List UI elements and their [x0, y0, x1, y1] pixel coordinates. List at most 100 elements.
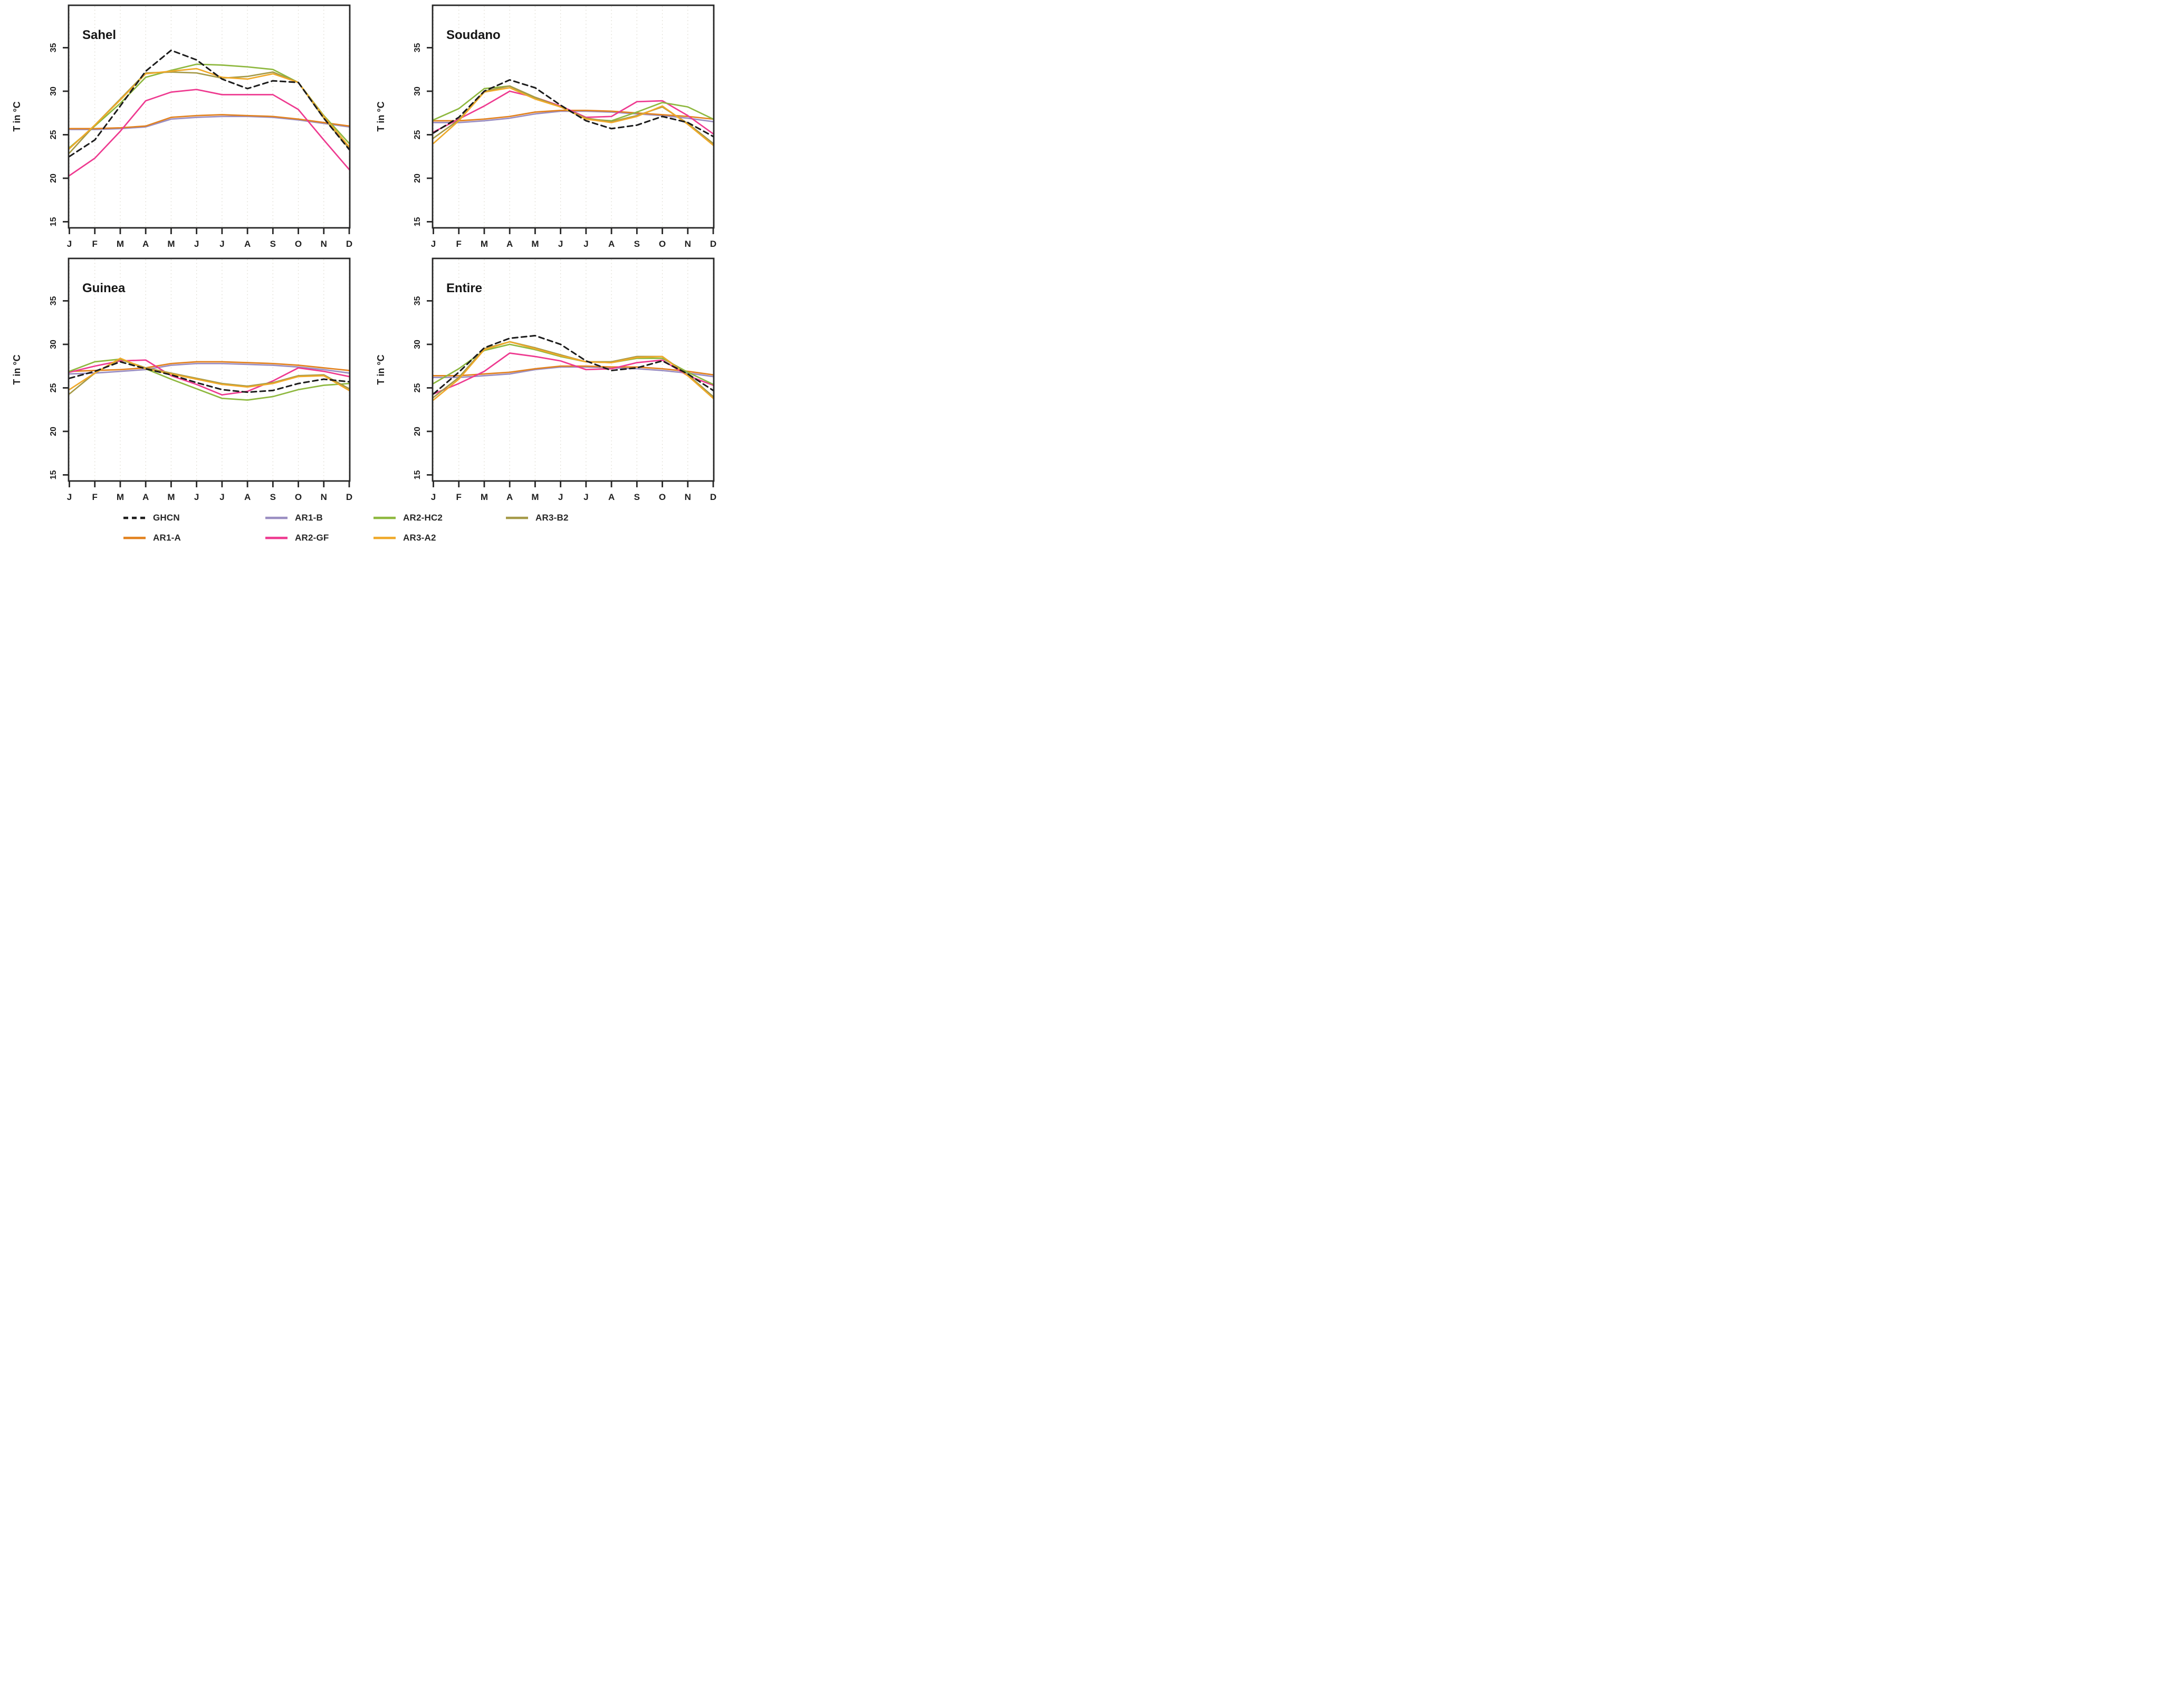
ar3a2-line-swatch	[373, 536, 396, 540]
y-tick-label: 35	[413, 296, 422, 305]
series-line-AR1-A	[433, 365, 714, 377]
month-label: M	[481, 492, 488, 502]
legend-label: AR3-B2	[535, 513, 569, 523]
series-line-AR2-GF	[69, 359, 350, 396]
month-label: A	[244, 492, 251, 502]
series-line-AR1-B	[433, 366, 714, 379]
panel-entire: 15 20 25 30 35 J F M A M J J A S O N D T in °C Entire	[364, 253, 728, 506]
month-label: S	[634, 492, 640, 502]
month-label: D	[710, 492, 716, 502]
month-label: A	[244, 239, 251, 249]
month-label: N	[321, 492, 327, 502]
panel-title: Guinea	[82, 281, 126, 295]
month-label: M	[167, 492, 175, 502]
y-tick-label: 15	[49, 217, 58, 226]
series-line-AR3-A2	[69, 68, 350, 150]
ar2hc2-line-swatch	[373, 516, 396, 519]
legend: GHCN AR1-B AR2-HC2 AR3-B2 AR1-A AR2-GF A…	[0, 513, 728, 560]
y-tick-label: 15	[49, 470, 58, 479]
temperature-climatology-figure: 15 20 25 30 35 J F M A M J J A S O N D T in °C Sahel 15 20 2…	[0, 0, 728, 565]
month-label: J	[558, 492, 563, 502]
legend-item-ar1a: AR1-A	[123, 533, 181, 543]
month-label: J	[583, 239, 588, 249]
legend-item-ar3a2: AR3-A2	[373, 533, 436, 543]
series-line-AR2-GF	[69, 89, 350, 177]
panel-guinea: 15 20 25 30 35 J F M A M J J A S O N D T in °C Guinea	[0, 253, 364, 506]
month-label: D	[346, 492, 352, 502]
legend-item-ar3b2: AR3-B2	[505, 513, 569, 523]
y-tick-label: 30	[49, 86, 58, 96]
legend-label: AR1-A	[153, 533, 181, 543]
panel-grid: 15 20 25 30 35 J F M A M J J A S O N D T in °C Sahel 15 20 2…	[0, 0, 728, 506]
month-label: J	[431, 492, 436, 502]
ghcn-line-swatch	[123, 516, 146, 519]
y-axis-label: T in °C	[376, 101, 386, 131]
month-label: N	[685, 492, 691, 502]
month-label: F	[92, 492, 98, 502]
plot-box	[432, 257, 715, 482]
y-tick-label: 20	[49, 427, 58, 436]
month-label: O	[295, 492, 302, 502]
plot-box	[432, 4, 715, 229]
month-label: J	[583, 492, 588, 502]
month-label: O	[659, 492, 666, 502]
month-label: A	[608, 492, 615, 502]
month-label: M	[167, 239, 175, 249]
month-label: A	[506, 239, 513, 249]
soudano-chart: 15 20 25 30 35 J F M A M J J A S O N D T in °C Soudano	[376, 4, 716, 249]
ar3b2-line-swatch	[506, 516, 528, 519]
plot-box	[68, 4, 351, 229]
month-label: N	[685, 239, 691, 249]
month-label: J	[219, 492, 224, 502]
y-tick-label: 15	[413, 217, 422, 226]
plot-box	[68, 257, 351, 482]
month-label: A	[142, 492, 149, 502]
month-label: S	[270, 239, 276, 249]
legend-label: AR3-A2	[403, 533, 436, 543]
ar1a-line-swatch	[123, 536, 146, 540]
month-label: A	[142, 239, 149, 249]
y-tick-label: 30	[413, 86, 422, 96]
month-label: D	[710, 239, 716, 249]
month-label: M	[117, 492, 124, 502]
y-tick-label: 35	[413, 43, 422, 52]
month-label: A	[608, 239, 615, 249]
y-axis-label: T in °C	[12, 354, 22, 384]
month-label: J	[558, 239, 563, 249]
y-tick-label: 15	[413, 470, 422, 479]
series-line-AR1-B	[69, 116, 350, 130]
panel-sahel: 15 20 25 30 35 J F M A M J J A S O N D T in °C Sahel	[0, 0, 364, 253]
legend-label: AR2-HC2	[403, 513, 443, 523]
y-tick-label: 35	[49, 296, 58, 305]
y-tick-label: 25	[413, 130, 422, 139]
series-line-AR2-HC2	[69, 358, 350, 401]
month-label: J	[194, 492, 199, 502]
month-label: J	[67, 492, 72, 502]
month-label: M	[531, 239, 539, 249]
series-line-AR1-A	[433, 109, 714, 122]
month-label: J	[219, 239, 224, 249]
month-label: N	[321, 239, 327, 249]
legend-label: AR1-B	[295, 513, 323, 523]
month-label: O	[659, 239, 666, 249]
month-label: M	[531, 492, 539, 502]
legend-item-ar2hc2: AR2-HC2	[373, 513, 443, 523]
legend-label: GHCN	[153, 513, 180, 523]
series-line-GHCN	[433, 334, 714, 395]
month-label: M	[117, 239, 124, 249]
series-line-AR2-HC2	[69, 63, 350, 149]
y-tick-label: 30	[413, 340, 422, 349]
series-line-GHCN	[433, 79, 714, 138]
month-label: J	[431, 239, 436, 249]
month-label: S	[634, 239, 640, 249]
series-line-AR2-HC2	[433, 343, 714, 386]
month-label: J	[194, 239, 199, 249]
panel-soudano: 15 20 25 30 35 J F M A M J J A S O N D T in °C Soudano	[364, 0, 728, 253]
month-label: F	[456, 492, 462, 502]
month-label: J	[67, 239, 72, 249]
y-tick-label: 20	[413, 174, 422, 183]
series-line-AR3-A2	[433, 341, 714, 401]
month-label: O	[295, 239, 302, 249]
month-label: F	[92, 239, 98, 249]
ar2gf-line-swatch	[265, 536, 288, 540]
